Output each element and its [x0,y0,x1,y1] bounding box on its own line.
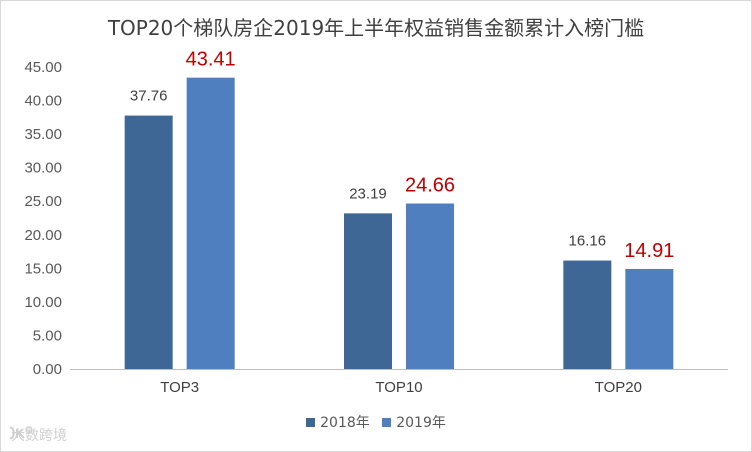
legend-swatch-2019 [382,417,392,427]
legend-item-2019: 2019年 [382,412,446,432]
y-tick-label: 25.00 [24,193,62,210]
data-label: 23.19 [349,185,387,202]
legend-label-2018: 2018年 [320,415,370,431]
y-tick-label: 10.00 [24,294,62,311]
data-label: 43.41 [186,49,236,71]
y-tick-label: 30.00 [24,160,62,177]
legend: 2018年 2019年 [0,412,752,432]
y-tick-label: 20.00 [24,227,62,244]
legend-swatch-2018 [306,417,316,427]
bar [406,203,454,369]
bar [344,213,392,369]
legend-item-2018: 2018年 [306,412,370,432]
x-tick-label: TOP20 [595,379,642,396]
y-tick-label: 45.00 [24,59,62,76]
x-tick-label: TOP3 [160,379,199,396]
chart-title: TOP20个梯队房企2019年上半年权益销售金额累计入榜门槛 [107,16,645,40]
data-label: 37.76 [130,88,168,105]
watermark-text: 大数跨境 [11,428,67,444]
bar [186,77,235,370]
bar [563,260,612,369]
bar [625,268,674,369]
y-tick-label: 0.00 [33,361,62,378]
x-tick-label: TOP10 [375,379,422,396]
y-tick-label: 35.00 [24,126,62,143]
bar [124,115,173,370]
data-label: 24.66 [405,175,455,197]
legend-label-2019: 2019年 [396,415,446,431]
watermark: 大数跨境 [8,425,67,445]
data-label: 16.16 [569,233,607,250]
y-tick-label: 5.00 [33,327,62,344]
data-label: 14.91 [624,240,674,262]
y-tick-label: 40.00 [24,93,62,110]
y-tick-label: 15.00 [24,260,62,277]
